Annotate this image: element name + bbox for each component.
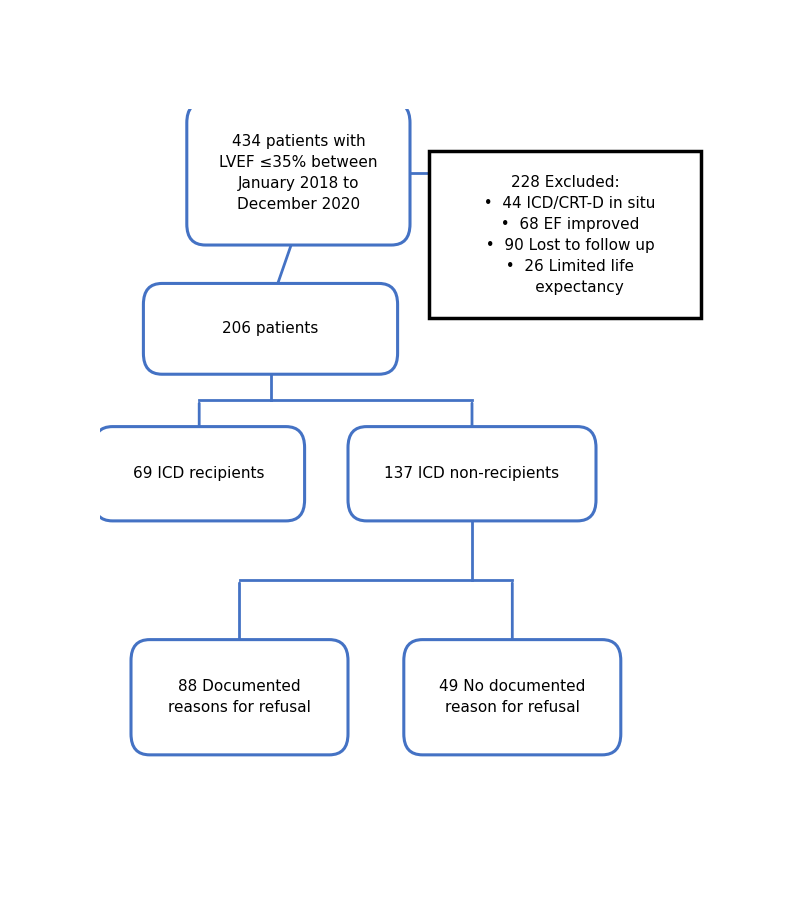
- Text: 49 No documented
reason for refusal: 49 No documented reason for refusal: [439, 679, 586, 716]
- FancyBboxPatch shape: [429, 151, 702, 318]
- Text: 88 Documented
reasons for refusal: 88 Documented reasons for refusal: [168, 679, 311, 716]
- FancyBboxPatch shape: [94, 426, 305, 521]
- FancyBboxPatch shape: [131, 639, 348, 755]
- FancyBboxPatch shape: [143, 283, 398, 375]
- FancyBboxPatch shape: [187, 102, 410, 245]
- Text: 69 ICD recipients: 69 ICD recipients: [134, 466, 265, 482]
- Text: 137 ICD non-recipients: 137 ICD non-recipients: [385, 466, 559, 482]
- FancyBboxPatch shape: [348, 426, 596, 521]
- Text: 228 Excluded:
  •  44 ICD/CRT-D in situ
  •  68 EF improved
  •  90 Lost to foll: 228 Excluded: • 44 ICD/CRT-D in situ • 6…: [474, 174, 656, 295]
- FancyBboxPatch shape: [404, 639, 621, 755]
- Text: 434 patients with
LVEF ≤35% between
January 2018 to
December 2020: 434 patients with LVEF ≤35% between Janu…: [219, 134, 378, 212]
- Text: 206 patients: 206 patients: [222, 321, 318, 336]
